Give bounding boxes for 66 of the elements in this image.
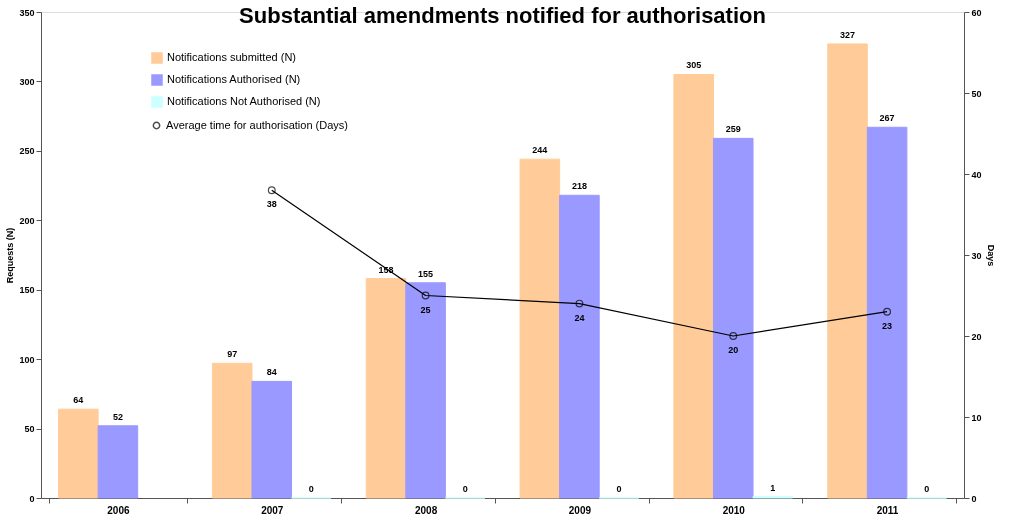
data-label: 327 <box>840 29 856 40</box>
bar <box>251 380 293 499</box>
x-tick-label: 2010 <box>722 504 746 516</box>
data-label: 0 <box>924 484 930 494</box>
bar <box>365 278 407 499</box>
y-tick-label: 0 <box>29 493 35 504</box>
data-label: 218 <box>571 181 587 192</box>
y-tick-label: 50 <box>24 424 35 435</box>
data-label: 259 <box>725 124 741 135</box>
data-label: 64 <box>73 395 84 406</box>
data-label: 0 <box>616 484 622 494</box>
y2-tick-label: 40 <box>971 169 982 180</box>
bar <box>58 408 99 499</box>
bar <box>866 126 908 499</box>
y2-tick-label: 10 <box>971 412 982 423</box>
bar <box>405 282 446 499</box>
data-label: 97 <box>227 349 238 360</box>
legend-label: Notifications Not Authorised (N) <box>167 95 321 107</box>
bar <box>559 194 600 499</box>
data-label: 84 <box>266 367 277 378</box>
data-label: 0 <box>462 484 468 494</box>
legend-label: Notifications submitted (N) <box>167 51 296 63</box>
bar <box>97 425 139 499</box>
point <box>729 332 738 340</box>
x-tick-label: 2009 <box>568 504 592 516</box>
y2-tick-label: 0 <box>971 493 977 504</box>
y2-tick-label: 50 <box>971 88 982 99</box>
legend-label: Average time for authorisation (Days) <box>166 118 348 131</box>
y-tick-label: 300 <box>19 76 35 87</box>
data-label: 305 <box>686 60 702 71</box>
bar <box>211 362 253 499</box>
data-label: 0 <box>308 484 314 494</box>
bar <box>827 43 868 499</box>
point <box>575 299 584 308</box>
data-label: 52 <box>112 411 123 422</box>
legend-label: Notifications Authorised (N) <box>167 73 301 85</box>
data-label: 23 <box>882 320 893 331</box>
data-label: 267 <box>879 113 895 124</box>
y2-axis-title: Days <box>985 244 996 267</box>
point <box>421 291 430 300</box>
x-tick-label: 2008 <box>414 504 438 516</box>
data-label: 20 <box>728 345 739 355</box>
y-tick-label: 350 <box>19 7 35 18</box>
y-tick-label: 100 <box>19 354 35 365</box>
data-label: 24 <box>574 312 585 323</box>
bar <box>712 137 754 499</box>
data-label: 1 <box>770 482 776 493</box>
data-label: 25 <box>420 304 431 315</box>
data-label: 155 <box>418 268 434 279</box>
data-label: 244 <box>532 145 548 156</box>
chart-title: Substantial amendments notified for authorisation <box>239 3 766 28</box>
y2-tick-label: 20 <box>971 331 982 342</box>
x-tick-label: 2006 <box>107 504 130 516</box>
y-axis-title: Requests (N) <box>5 227 16 284</box>
y2-tick-label: 60 <box>971 7 982 18</box>
x-tick-label: 2011 <box>876 504 899 516</box>
data-label: 38 <box>266 199 277 210</box>
y-tick-label: 200 <box>19 215 35 226</box>
x-tick-label: 2007 <box>261 504 284 516</box>
y-tick-label: 150 <box>19 285 35 296</box>
y-tick-label: 250 <box>19 146 35 157</box>
y2-tick-label: 30 <box>971 250 982 261</box>
point <box>883 307 892 316</box>
point <box>267 186 276 195</box>
bar <box>519 158 561 499</box>
bar <box>673 73 714 499</box>
